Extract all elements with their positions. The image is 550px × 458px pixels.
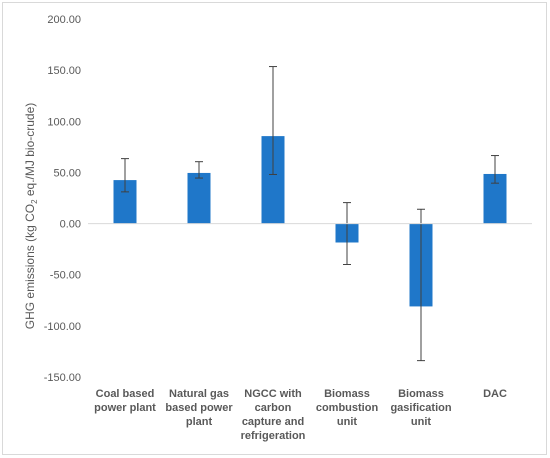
y-tick-label: -50.00: [50, 270, 81, 282]
y-tick-label: -150.00: [44, 372, 81, 384]
bar: [483, 173, 507, 224]
y-tick-label: 0.00: [60, 219, 81, 231]
x-category-label-line: DAC: [483, 388, 507, 400]
bar: [261, 136, 285, 224]
x-category-label-line: power plant: [94, 402, 156, 414]
error-bars: [121, 66, 499, 362]
y-axis-label: GHG emissions (kg CO2 eq./MJ bio-crude): [23, 103, 39, 330]
y-tick-label: 200.00: [47, 14, 81, 26]
bars: [113, 136, 507, 307]
error-bar: [491, 155, 499, 184]
error-bar: [269, 66, 277, 175]
y-axis-ticks: 200.00 150.00 100.00 50.00 0.00 -50.00 -100.00…: [44, 14, 81, 384]
x-category-label: Coal based power plant: [94, 388, 156, 414]
x-category-label-line: Natural gas: [169, 388, 229, 400]
error-bar: [121, 158, 129, 193]
x-category-label: Biomass gasification unit: [390, 388, 451, 428]
y-tick-label: -100.00: [44, 321, 81, 333]
x-category-label-line: gasification: [390, 402, 451, 414]
x-category-label-line: unit: [411, 416, 431, 428]
x-category-label-line: based power: [165, 402, 233, 414]
x-category-label-line: Biomass: [324, 388, 370, 400]
x-category-label: DAC: [483, 388, 507, 400]
x-category-label-line: Coal based: [96, 388, 155, 400]
x-category-label-line: plant: [186, 416, 213, 428]
x-category-label-line: capture and: [242, 416, 304, 428]
x-category-label-line: refrigeration: [241, 430, 306, 442]
error-bar: [195, 161, 203, 179]
x-category-label: NGCC with carbon capture and refrigeration: [241, 388, 306, 442]
x-category-label-line: unit: [337, 416, 357, 428]
error-bar: [343, 202, 351, 265]
y-tick-label: 100.00: [47, 116, 81, 128]
x-category-label-line: carbon: [255, 402, 292, 414]
x-category-label: Natural gas based power plant: [165, 388, 233, 428]
x-category-label: Biomass combustion unit: [316, 388, 379, 428]
bar: [113, 180, 137, 224]
y-tick-label: 50.00: [53, 167, 81, 179]
bar: [187, 172, 211, 224]
y-tick-label: 150.00: [47, 65, 81, 77]
x-category-label-line: NGCC with: [244, 388, 302, 400]
x-category-label-line: combustion: [316, 402, 379, 414]
error-bar: [417, 208, 425, 362]
x-category-label-line: Biomass: [398, 388, 444, 400]
x-axis-categories: Coal based power plant Natural gas based po…: [94, 388, 507, 442]
